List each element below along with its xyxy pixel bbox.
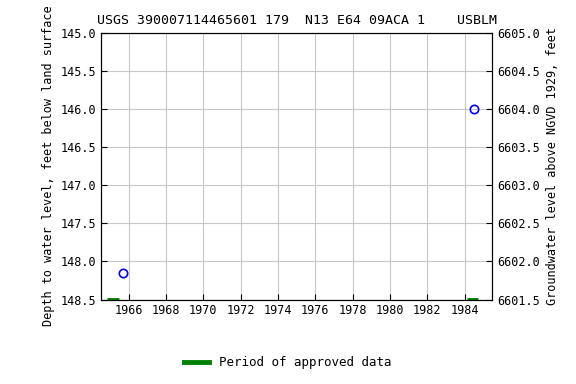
Title: USGS 390007114465601 179  N13 E64 09ACA 1    USBLM: USGS 390007114465601 179 N13 E64 09ACA 1… (97, 14, 497, 27)
Y-axis label: Depth to water level, feet below land surface: Depth to water level, feet below land su… (41, 6, 55, 326)
Legend: Period of approved data: Period of approved data (179, 351, 397, 374)
Y-axis label: Groundwater level above NGVD 1929, feet: Groundwater level above NGVD 1929, feet (545, 27, 559, 305)
